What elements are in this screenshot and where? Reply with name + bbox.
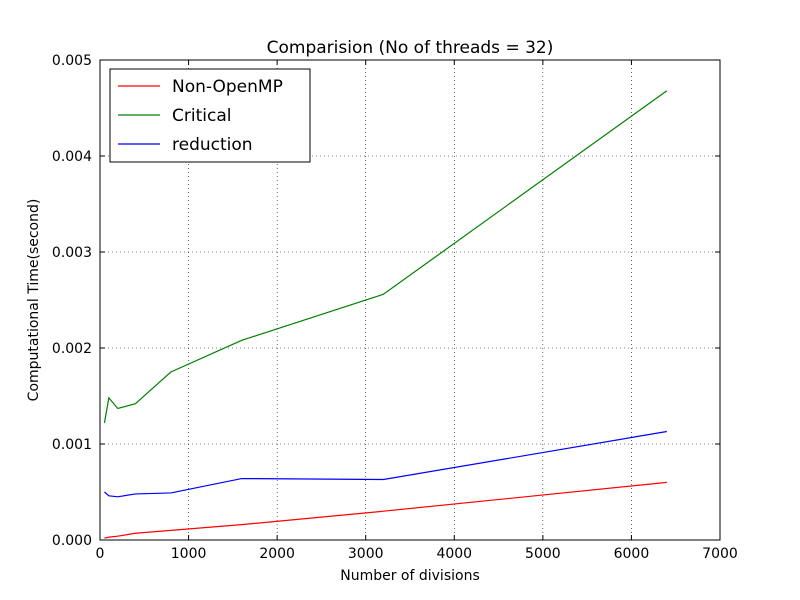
x-tick-label: 4000 <box>436 546 472 562</box>
series-line-critical <box>103 90 668 423</box>
y-tick-label: 0.001 <box>52 437 92 453</box>
y-tick-label: 0.000 <box>52 533 92 549</box>
plot-frame <box>99 59 721 541</box>
y-tick-label: 0.002 <box>52 341 92 357</box>
legend: Non-OpenMP Critical reduction <box>109 68 311 163</box>
y-axis-label: Computational Time(second) <box>26 199 42 402</box>
y-tick-label: 0.005 <box>52 53 92 69</box>
x-tick-label: 7000 <box>702 546 738 562</box>
legend-label-non-openmp: Non-OpenMP <box>172 77 283 97</box>
series-layer <box>103 90 668 539</box>
legend-label-reduction: reduction <box>172 135 253 155</box>
x-tick-label: 2000 <box>259 546 295 562</box>
x-axis-label: Number of divisions <box>340 568 480 584</box>
x-tick-label: 6000 <box>614 546 650 562</box>
chart-title: Comparision (No of threads = 32) <box>267 38 554 58</box>
tick-layer: 0 1000 2000 3000 4000 5000 6000 7000 0.000 0.001 0… <box>52 53 738 562</box>
x-tick-label: 1000 <box>171 546 207 562</box>
y-tick-label: 0.003 <box>52 245 92 261</box>
series-line-non-openmp <box>104 481 667 539</box>
x-tick-label: 0 <box>96 546 105 562</box>
legend-label-critical: Critical <box>172 106 231 126</box>
series-line-reduction <box>104 430 667 498</box>
y-tick-label: 0.004 <box>52 149 92 165</box>
x-tick-label: 5000 <box>525 546 561 562</box>
x-tick-label: 3000 <box>348 546 384 562</box>
